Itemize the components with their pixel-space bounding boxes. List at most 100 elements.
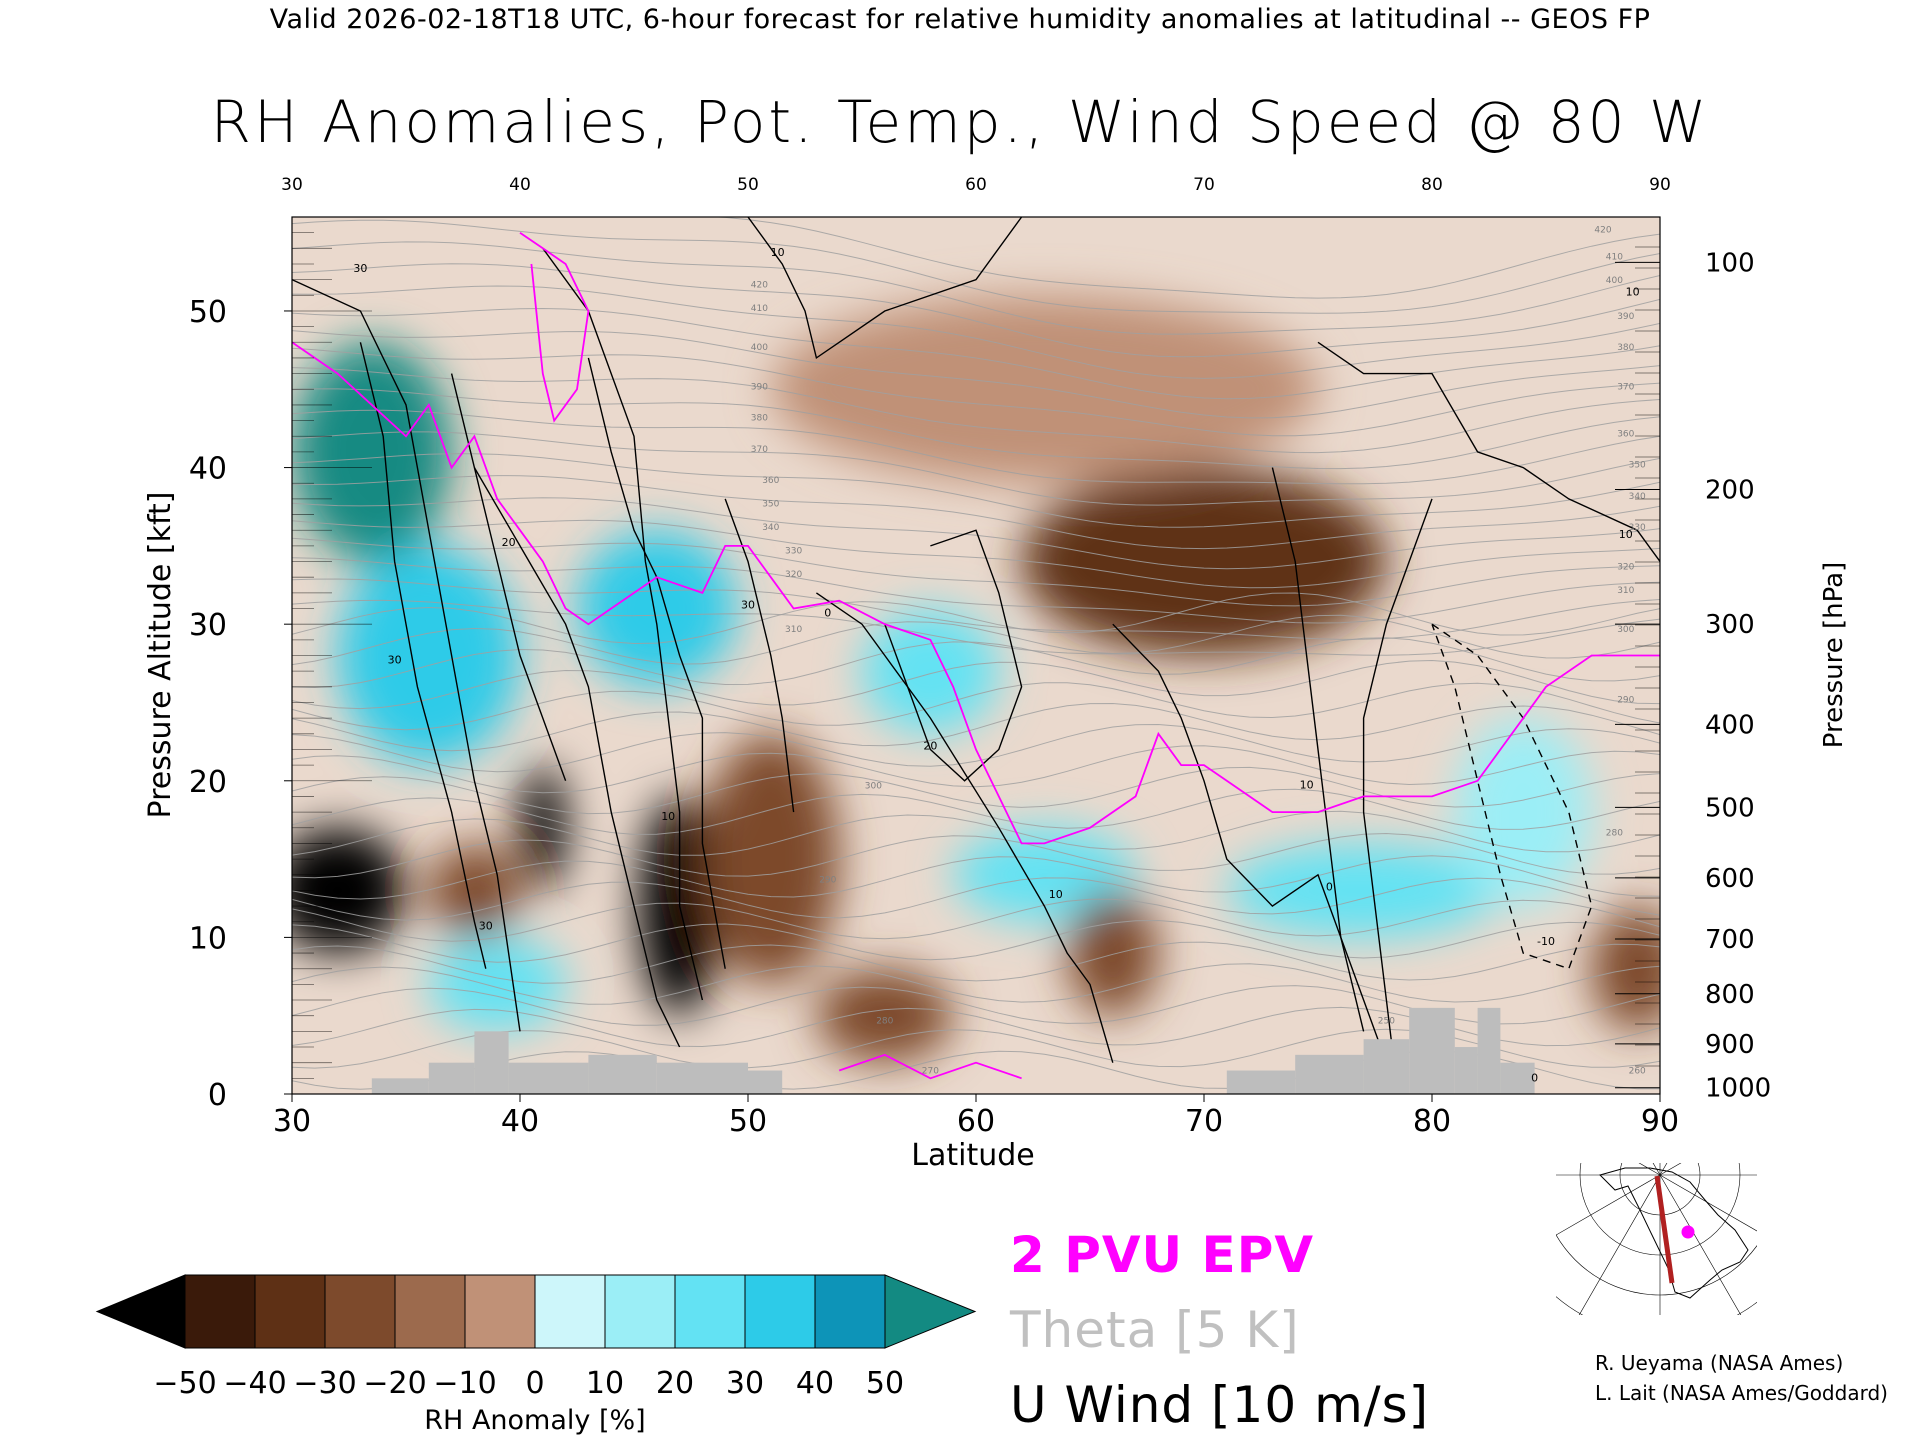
theta-contour-label: 260 [1629,1067,1646,1077]
theta-contour-label: 410 [751,304,768,314]
pressure-tick-label: 1000 [1705,1074,1771,1104]
theta-contour-label: 330 [785,547,802,557]
colorbar-tick-label: 40 [796,1366,834,1401]
colorbar-tick-label: 20 [656,1366,694,1401]
wind-contour-label: 30 [353,262,367,275]
x-tick-label: 60 [957,1104,995,1139]
colorbar-segment [185,1275,255,1348]
rh-anomaly-blob [292,342,452,561]
rh-anomaly-blob [338,546,520,765]
topography-block [1478,1008,1501,1094]
wind-contour-label: 10 [1300,779,1314,792]
wind-contour-label: 0 [824,606,831,619]
y-tick-label: 40 [189,452,227,487]
theta-contour-label: 340 [762,523,779,533]
theta-contour-label: 290 [819,876,836,886]
colorbar-tick-label: 50 [866,1366,904,1401]
theta-contour-label: 390 [751,382,768,392]
credits: R. Ueyama (NASA Ames) L. Lait (NASA Ames… [1595,1348,1888,1408]
rh-anomaly-blob [520,765,566,890]
theta-contour-label: 300 [1617,625,1634,635]
theta-contour-label: 380 [751,414,768,424]
theta-contour-label: 350 [1629,461,1646,471]
theta-contour-label: 320 [1617,562,1634,572]
pressure-tick-label: 200 [1705,475,1755,505]
colorbar-tick-label: −30 [293,1366,356,1401]
colorbar-tick-label: 0 [525,1366,544,1401]
colorbar-over-arrow [885,1275,975,1348]
credit-line-2: L. Lait (NASA Ames/Goddard) [1595,1378,1888,1408]
colorbar-segment [255,1275,325,1348]
topography-block [588,1055,656,1094]
wind-contour-label: 10 [1049,888,1063,901]
colorbar-tick-label: −50 [153,1366,216,1401]
colorbar-label: RH Anomaly [%] [424,1405,645,1436]
wind-contour-label: 0 [1531,1071,1538,1084]
wind-contour-label: 10 [1619,528,1633,541]
theta-contour-label: 400 [1606,276,1623,286]
top-x-tick-label: 50 [737,175,759,195]
pressure-tick-label: 300 [1705,610,1755,640]
colorbar-under-arrow [97,1275,185,1348]
rh-anomaly-blob [702,734,839,985]
y-axis-label: Pressure Altitude [kft] [143,492,178,819]
y-tick-label: 10 [189,921,227,956]
legend-epv: 2 PVU EPV [1010,1226,1314,1284]
theta-contour-label: 370 [751,445,768,455]
x-tick-label: 50 [729,1104,767,1139]
colorbar-tick-label: −10 [433,1366,496,1401]
colorbar-tick-label: 30 [726,1366,764,1401]
wind-contour-label: 30 [388,653,402,666]
topography-block [429,1063,475,1094]
rh-anomaly-blob [1067,890,1158,1015]
colorbar-segment [815,1275,885,1348]
top-x-tick-label: 30 [281,175,303,195]
x-tick-label: 30 [273,1104,311,1139]
top-x-tick-label: 90 [1649,175,1671,195]
topography-block [657,1063,748,1094]
top-x-tick-label: 40 [509,175,531,195]
theta-contour-label: 420 [751,280,768,290]
rh-anomaly-blob [577,530,737,687]
theta-contour-label: 290 [1617,695,1634,705]
topography-block [1364,1039,1410,1094]
pressure-tick-label: 700 [1705,925,1755,955]
colorbar-tick-label: −40 [223,1366,286,1401]
theta-contour-label: 350 [762,500,779,510]
theta-contour-label: 390 [1617,312,1634,322]
pressure-tick-label: 800 [1705,980,1755,1010]
pressure-axis-label: Pressure [hPa] [1819,562,1849,749]
pressure-tick-label: 400 [1705,710,1755,740]
inset-map-location-dot [1682,1226,1695,1239]
x-tick-label: 70 [1185,1104,1223,1139]
theta-contour-label: 270 [922,1067,939,1077]
theta-contour-label: 310 [1617,586,1634,596]
topography-block [1295,1055,1363,1094]
theta-contour-label: 370 [1617,382,1634,392]
theta-contour-label: 410 [1606,252,1623,262]
wind-contour-label: 10 [1626,285,1640,298]
colorbar-segment [745,1275,815,1348]
theta-contour-label: 320 [785,570,802,580]
theta-contour-label: 310 [785,625,802,635]
colorbar-segment [325,1275,395,1348]
pressure-tick-label: 100 [1705,248,1755,278]
legend-wind: U Wind [10 m/s] [1010,1376,1429,1434]
theta-contour-label: 250 [1378,1017,1395,1027]
wind-contour-label: 0 [1326,880,1333,893]
top-x-tick-label: 80 [1421,175,1443,195]
wind-contour-label: 10 [661,810,675,823]
theta-contour-label: 360 [762,476,779,486]
colorbar-segment [465,1275,535,1348]
colorbar: −50 −40 −30 −20 −10 0 10 20 30 40 50 [97,1275,975,1401]
colorbar-tick-label: −20 [363,1366,426,1401]
colorbar-segment [535,1275,605,1348]
top-x-tick-label: 70 [1193,175,1215,195]
theta-contour-label: 280 [1606,829,1623,839]
y-tick-label: 30 [189,608,227,643]
pressure-tick-label: 900 [1705,1030,1755,1060]
y-tick-label: 50 [189,295,227,330]
wind-contour-label: 10 [771,246,785,259]
rh-anomaly-blob [1022,468,1387,656]
